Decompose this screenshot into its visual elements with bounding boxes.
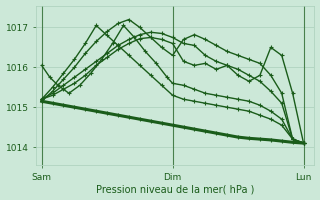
X-axis label: Pression niveau de la mer( hPa ): Pression niveau de la mer( hPa ) <box>96 184 254 194</box>
